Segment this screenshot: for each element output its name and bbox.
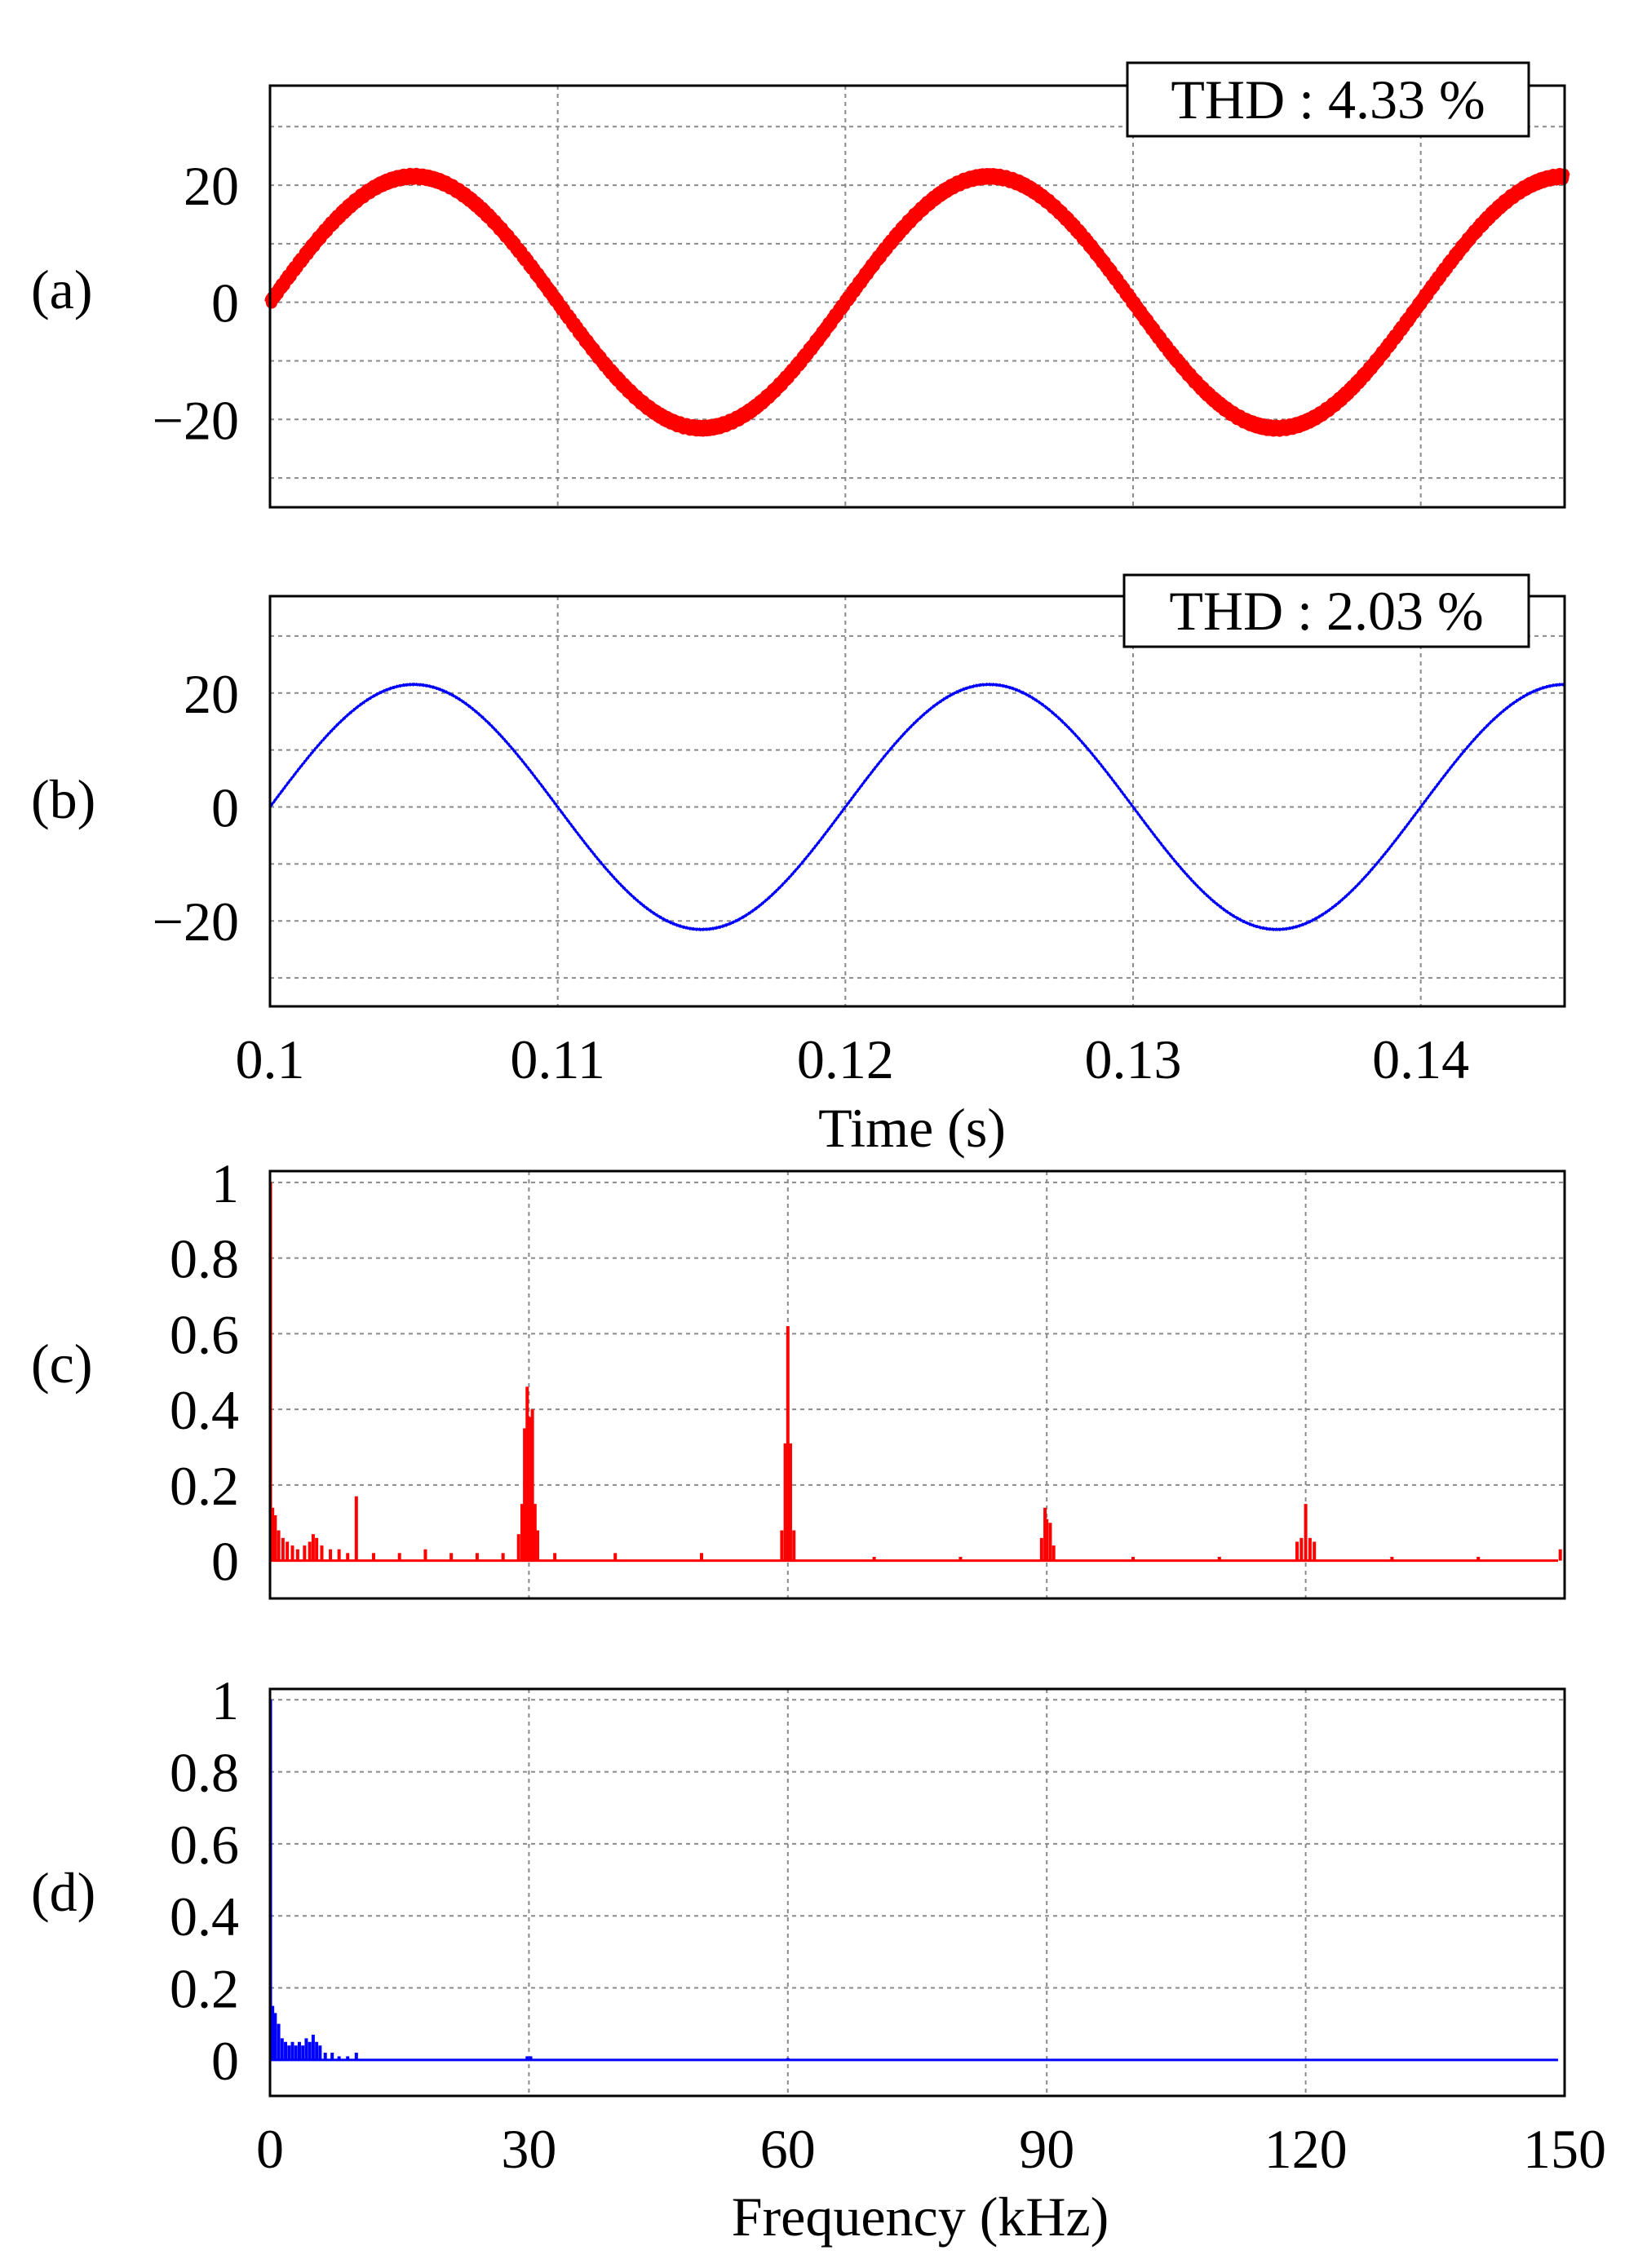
panel-b-thd: THD : 2.03 % (1122, 573, 1530, 648)
panel-d-ytick-label: 1 (211, 1669, 239, 1731)
panel-b-label: (b) (31, 768, 95, 830)
panel-a-label: (a) (31, 259, 92, 321)
panel-b-ytick-label: 20 (184, 663, 239, 725)
panel-b-ytick-label: 0 (211, 776, 239, 838)
panel-d-ytick-label: 0.6 (170, 1814, 239, 1876)
panel-d-ytick-label: 0 (211, 2030, 239, 2092)
panel-d: (d) 1 0.8 0.6 0.4 0.2 0 0 30 60 90 120 150 Frequen… (31, 1669, 1606, 2248)
panel-b-ytick-label: −20 (153, 891, 239, 953)
panel-c-yticks: 1 0.8 0.6 0.4 0.2 0 (170, 1152, 239, 1593)
panel-c-ytick-label: 0.6 (170, 1303, 239, 1365)
panel-b-xgrid (556, 596, 1422, 1006)
panel-c-ytick-label: 0.8 (170, 1228, 239, 1290)
panel-c-ygrid (270, 1181, 1565, 1486)
panel-a-ytick-label: 0 (211, 272, 239, 334)
panel-d-ytick-label: 0.8 (170, 1742, 239, 1804)
panel-b-ygrid (270, 634, 1565, 979)
panel-c-ytick-label: 1 (211, 1152, 239, 1214)
panel-b-xtick-label: 0.11 (510, 1028, 604, 1090)
panel-a-xgrid (556, 86, 1422, 507)
panel-c-ytick-label: 0.4 (170, 1379, 239, 1441)
panel-d-frame (268, 1687, 1566, 2098)
panel-a-thd: THD : 4.33 % (1126, 61, 1530, 138)
panel-b-xtick-label: 0.1 (236, 1028, 305, 1090)
panel-b-frame (268, 595, 1566, 1008)
panel-d-xtick-label: 30 (501, 2118, 556, 2180)
panel-b-xticks: 0.1 0.11 0.12 0.13 0.14 (236, 1028, 1470, 1090)
panel-a-ytick-label: 20 (184, 155, 239, 217)
panel-a-frame (268, 84, 1566, 509)
panel-d-xtick-label: 60 (760, 2118, 816, 2180)
panel-b-thd-box (1122, 573, 1530, 648)
panel-d-yticks: 1 0.8 0.6 0.4 0.2 0 (170, 1669, 239, 2092)
panel-a-ytick-label: −20 (153, 389, 239, 451)
panel-b-waveform (268, 683, 1565, 931)
panel-d-xtick-label: 150 (1523, 2118, 1606, 2180)
panel-d-label: (d) (31, 1861, 95, 1923)
panel-d-xticks: 0 30 60 90 120 150 (256, 2118, 1606, 2180)
panel-a-thd-text: THD : 4.33 % (1171, 69, 1485, 130)
panel-d-ytick-label: 0.4 (170, 1886, 239, 1947)
panel-c: (c) 1 0.8 0.6 0.4 0.2 0 (31, 1152, 1566, 1600)
panel-b: (b) 200−20 0.1 0.11 0.12 0.13 0.14 Time (s) … (31, 573, 1566, 1159)
panel-c-frame (268, 1169, 1566, 1600)
panel-a-thd-box (1126, 61, 1530, 138)
panel-d-xtick-label: 0 (256, 2118, 284, 2180)
panel-c-label: (c) (31, 1333, 92, 1395)
panel-c-spectrum (268, 1182, 1562, 1561)
panel-d-ygrid (270, 1699, 1565, 1989)
panel-a: (a) 20 0 −20 THD : 4.33 % (31, 61, 1570, 509)
panel-d-xgrid (528, 1689, 1307, 2096)
panel-a-ygrid (270, 126, 1565, 480)
panel-d-ytick-label: 0.2 (170, 1958, 239, 2020)
panel-c-xgrid (528, 1171, 1307, 1598)
panel-d-xtick-label: 90 (1019, 2118, 1074, 2180)
panel-d-xtick-label: 120 (1264, 2118, 1348, 2180)
panel-b-xtick-label: 0.13 (1085, 1028, 1182, 1090)
panel-c-ytick-label: 0 (211, 1531, 239, 1593)
panel-a-yticks: 20 0 −20 (153, 155, 239, 451)
panel-b-xtick-label: 0.12 (797, 1028, 894, 1090)
panel-b-xtick-label: 0.14 (1372, 1028, 1469, 1090)
panel-c-ytick-label: 0.2 (170, 1455, 239, 1517)
panel-b-xlabel: Time (s) (818, 1097, 1006, 1159)
panel-d-xlabel: Frequency (kHz) (732, 2186, 1109, 2248)
panel-a-waveform (264, 167, 1570, 437)
panel-b-yticks: 20 0 −20 (153, 663, 239, 953)
panel-b-thd-text: THD : 2.03 % (1169, 580, 1483, 642)
